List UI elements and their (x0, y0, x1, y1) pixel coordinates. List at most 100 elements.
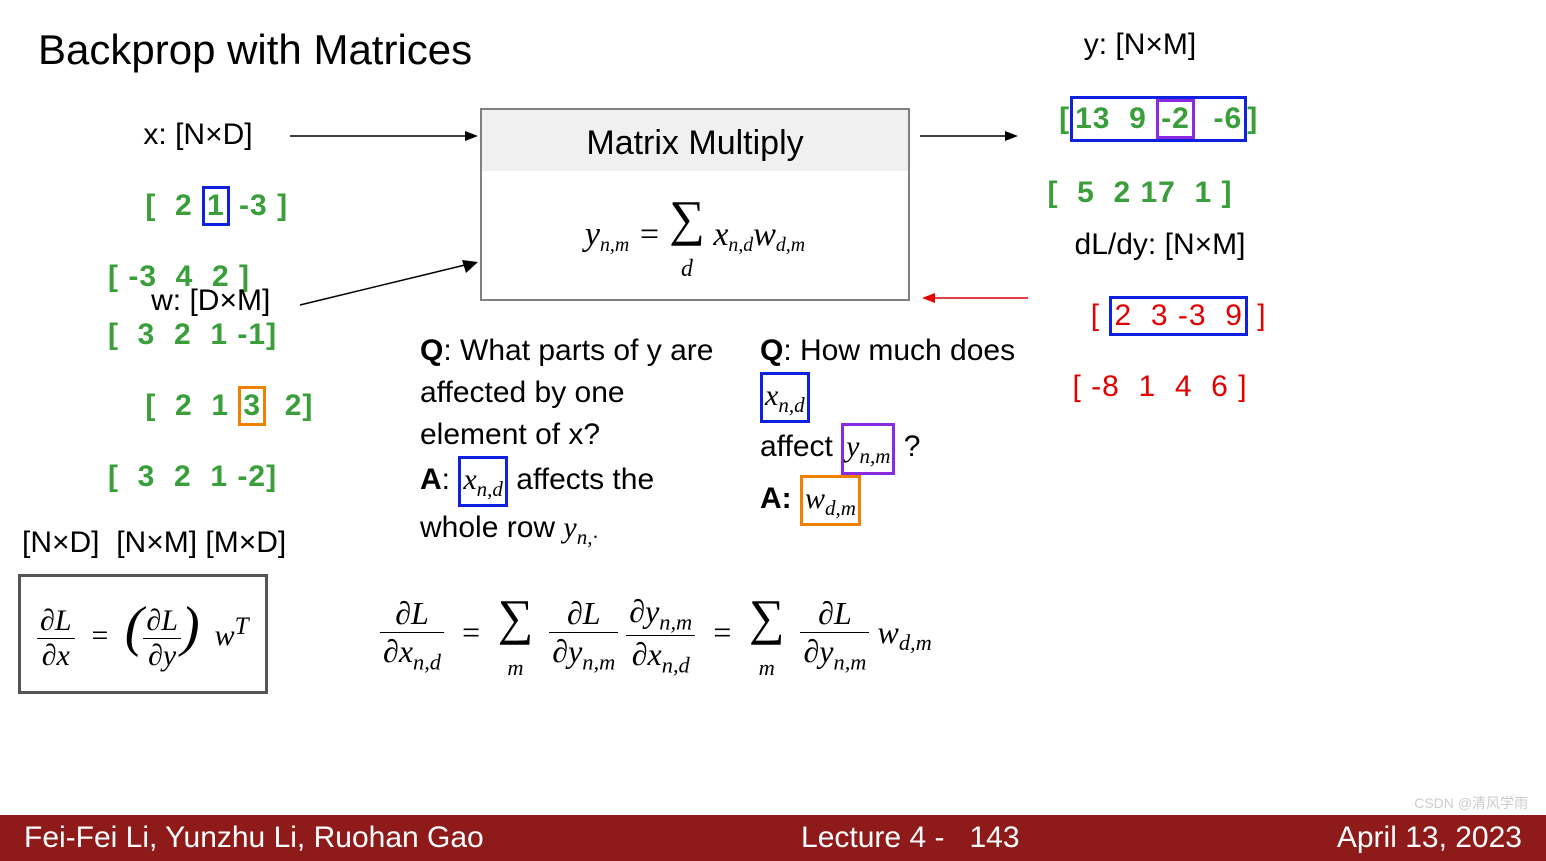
w-highlight-cell: 3 (238, 386, 266, 426)
dims-row: [N×D] [N×M] [M×D] (22, 526, 286, 560)
q1-block: Q: What parts of y are affected by one e… (420, 330, 730, 553)
op-title: Matrix Multiply (482, 110, 908, 171)
c-dys3: n,m (834, 650, 867, 675)
c-sv2: m (759, 655, 775, 680)
q2-b2: y (846, 430, 859, 463)
c-w: w (877, 614, 898, 650)
x-row1: [ 2 1 -3 ] (108, 152, 288, 260)
f1-dx: ∂x (37, 639, 75, 673)
dldy-highlight: 2 3 -3 9 (1109, 296, 1247, 336)
sigma-icon-3: ∑ (749, 589, 785, 645)
x-r1a: [ 2 (145, 189, 202, 222)
chain-formula: ∂L∂xn,d = ∑m ∂L∂yn,m ∂yn,m∂xn,d = ∑m ∂L∂… (380, 588, 932, 683)
q2-qb: affect (760, 430, 841, 463)
c-dys2: n,m (659, 609, 692, 634)
op-x: x (713, 216, 728, 253)
c-dy3: ∂y (803, 633, 833, 669)
dldy-row2: [ -8 1 4 6 ] (1030, 370, 1290, 404)
f1-dy: ∂y (143, 639, 181, 673)
q2-b2s: n,m (860, 444, 891, 468)
dldy-label: dL/dy: [N×M] (1030, 228, 1290, 262)
sigma-icon: ∑ (669, 190, 705, 246)
y-label: y: [N×M] (1000, 28, 1280, 62)
q2-b1s: n,d (778, 393, 804, 417)
dldy-matrix: dL/dy: [N×M] [ 2 3 -3 9 ] [ -8 1 4 6 ] (1030, 228, 1290, 404)
q2-a: A: (760, 482, 792, 515)
y-cell-highlight: -2 (1156, 99, 1195, 139)
q2-q: Q (760, 334, 783, 367)
matrix-multiply-box: Matrix Multiply yn,m = ∑ d xn,dwd,m (480, 108, 910, 301)
w-r2a: [ 2 1 (145, 389, 238, 422)
arrow-x-to-op (290, 126, 480, 146)
dim-a: [N×D] (22, 526, 100, 559)
c-ws: d,m (899, 630, 932, 655)
q2-b1: x (765, 379, 778, 412)
footer-authors: Fei-Fei Li, Yunzhu Li, Ruohan Gao (24, 821, 484, 855)
w-row2: [ 2 1 3 2] (108, 352, 313, 460)
w-r2b: 2] (266, 389, 313, 422)
y-matrix: y: [N×M] [13 9 -2 -6] [ 5 2 17 1 ] (1000, 28, 1280, 210)
y-row1: [13 9 -2 -6] (1000, 62, 1280, 176)
f1-w: w (215, 619, 235, 652)
dl-lb: [ (1091, 299, 1110, 332)
q1-a: A (420, 463, 442, 496)
dldy-row1: [ 2 3 -3 9 ] (1030, 262, 1290, 370)
watermark: CSDN @清风学雨 (1414, 793, 1528, 813)
c-dl3: ∂L (800, 595, 869, 633)
q1-aa: : (442, 463, 459, 496)
formula-box: ∂L∂x = (∂L∂y) wT (18, 574, 268, 694)
q1-xnd-box: xn,d (458, 456, 508, 507)
y-lb: [ (1059, 102, 1070, 135)
x-matrix: x: [N×D] [ 2 1 -3 ] [ -3 4 2 ] (108, 118, 288, 294)
c-dy2: ∂y (629, 593, 659, 629)
y-r1a: 13 9 (1075, 102, 1156, 135)
q1-qtext: : What parts of y are affected by one el… (420, 334, 713, 451)
dim-c: [M×D] (205, 526, 286, 559)
q1-yn: y (563, 511, 576, 544)
c-dx2: ∂x (632, 636, 662, 672)
q2-xnd-box: xn,d (760, 372, 810, 423)
q2-wdm-box: wd,m (800, 475, 861, 526)
footer-page: 143 (969, 821, 1019, 854)
w-label: w: [D×M] (108, 284, 313, 318)
dim-b: [N×M] (116, 526, 197, 559)
op-sumvar: d (681, 256, 693, 282)
footer-date: April 13, 2023 (1337, 821, 1522, 855)
w-row1: [ 3 2 1 -1] (108, 318, 313, 352)
footer-lec: Lecture 4 - (801, 821, 944, 854)
w-row3: [ 3 2 1 -2] (108, 460, 313, 494)
y-rb: ] (1247, 102, 1258, 135)
dl-rb: ] (1248, 299, 1267, 332)
footer-bar: Fei-Fei Li, Yunzhu Li, Ruohan Gao Lectur… (0, 815, 1546, 861)
sigma-icon-2: ∑ (498, 589, 534, 645)
q2-qa: : How much does (783, 334, 1015, 367)
f1-dl2: ∂L (143, 604, 181, 639)
op-w-sub: d,m (776, 234, 805, 256)
y-r1b: -6 (1195, 102, 1242, 135)
op-eq: = (638, 216, 669, 253)
y-row1-highlight: 13 9 -2 -6 (1070, 96, 1247, 142)
q1-box: x (463, 463, 476, 496)
c-dx: ∂x (383, 633, 413, 669)
q1-box-sub: n,d (477, 477, 503, 501)
y-row2: [ 5 2 17 1 ] (1000, 176, 1280, 210)
w-matrix: w: [D×M] [ 3 2 1 -1] [ 2 1 3 2] [ 3 2 1 … (108, 284, 313, 494)
f1-T: T (235, 613, 249, 640)
op-formula: yn,m = ∑ d xn,dwd,m (482, 171, 908, 299)
c-dxs2: n,d (662, 652, 690, 677)
c-dxs: n,d (413, 650, 441, 675)
q2-qm: ? (895, 430, 920, 463)
q1-yn-sub: n,· (577, 525, 598, 549)
op-y: y (585, 216, 600, 253)
q2-block: Q: How much does xn,d affect yn,m ? A: w… (760, 330, 1040, 526)
c-sv1: m (507, 655, 523, 680)
op-w: w (753, 216, 776, 253)
c-dys1: n,m (582, 650, 615, 675)
q1-q: Q (420, 334, 443, 367)
footer-lecture: Lecture 4 - 143 (801, 821, 1020, 855)
x-highlight-cell: 1 (202, 186, 230, 226)
c-dl1: ∂L (380, 595, 444, 633)
c-dy1: ∂y (552, 633, 582, 669)
x-r1b: -3 ] (230, 189, 288, 222)
slide-title: Backprop with Matrices (38, 26, 472, 74)
